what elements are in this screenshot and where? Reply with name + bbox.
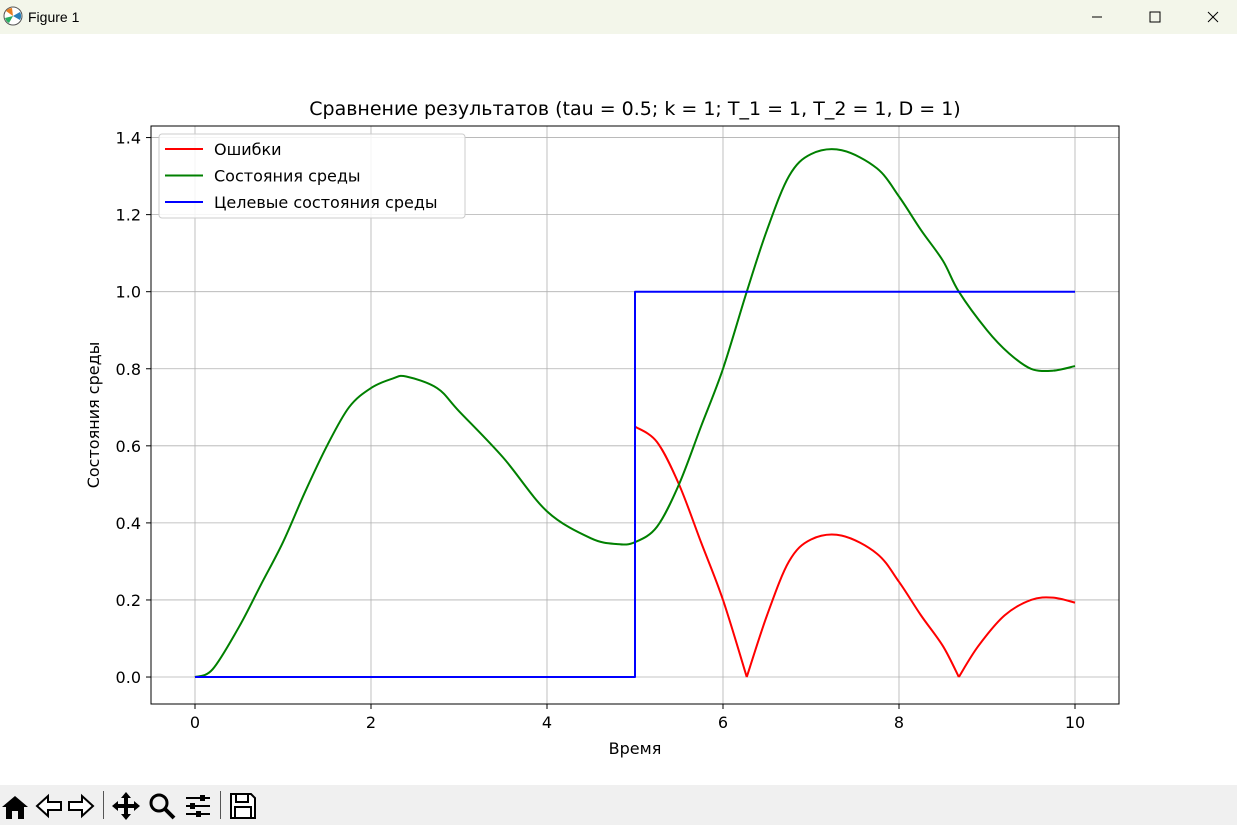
x-tick-label: 2 bbox=[366, 713, 376, 732]
y-tick-label: 1.4 bbox=[116, 129, 141, 148]
chart-title: Сравнение результатов (tau = 0.5; k = 1;… bbox=[309, 98, 960, 120]
back-arrow-icon[interactable] bbox=[34, 791, 64, 821]
series-layer bbox=[194, 148, 1076, 679]
legend: Ошибки Состояния среды Целевые состояния с… bbox=[158, 133, 466, 219]
x-tick-label: 10 bbox=[1065, 713, 1085, 732]
x-tick-label: 4 bbox=[542, 713, 552, 732]
figure-canvas[interactable]: 0 2 4 6 8 10 0.0 0.2 0.4 0.6 0.8 1.0 1.2 1.4 Сравнени… bbox=[0, 34, 1237, 785]
series-line-1 bbox=[634, 425, 1076, 678]
x-tick-label: 0 bbox=[190, 713, 200, 732]
y-tick-label: 0.0 bbox=[116, 668, 141, 687]
matplotlib-icon bbox=[3, 6, 23, 26]
y-tick-label: 1.0 bbox=[116, 283, 141, 302]
maximize-button[interactable] bbox=[1126, 0, 1184, 34]
legend-box bbox=[158, 133, 466, 219]
minimize-button[interactable] bbox=[1068, 0, 1126, 34]
window-titlebar: Figure 1 bbox=[0, 0, 1237, 34]
pan-move-icon[interactable] bbox=[111, 791, 141, 821]
series-line-2 bbox=[194, 148, 1076, 678]
save-floppy-icon[interactable] bbox=[228, 791, 258, 821]
series-line-3 bbox=[195, 290, 1075, 679]
y-tick-label: 0.6 bbox=[116, 437, 141, 456]
legend-label: Ошибки bbox=[214, 140, 282, 159]
toolbar-separator bbox=[103, 791, 104, 819]
toolbar-separator bbox=[220, 791, 221, 819]
configure-subplots-icon[interactable] bbox=[183, 791, 213, 821]
home-icon[interactable] bbox=[0, 791, 30, 821]
minimize-icon bbox=[1092, 16, 1102, 18]
legend-label: Целевые состояния среды bbox=[214, 193, 438, 212]
y-tick-label: 0.4 bbox=[116, 514, 141, 533]
forward-arrow-icon[interactable] bbox=[66, 791, 96, 821]
close-icon bbox=[1207, 11, 1219, 23]
legend-label: Состояния среды bbox=[214, 167, 361, 186]
navigation-toolbar bbox=[0, 785, 1237, 825]
window-title: Figure 1 bbox=[28, 9, 80, 25]
x-tick-label: 6 bbox=[718, 713, 728, 732]
close-button[interactable] bbox=[1184, 0, 1237, 34]
zoom-magnifier-icon[interactable] bbox=[147, 791, 177, 821]
maximize-icon bbox=[1149, 11, 1161, 23]
ticks-layer: 0 2 4 6 8 10 0.0 0.2 0.4 0.6 0.8 1.0 1.2 1.4 bbox=[116, 129, 1086, 732]
y-tick-label: 0.8 bbox=[116, 360, 141, 379]
line-chart: 0 2 4 6 8 10 0.0 0.2 0.4 0.6 0.8 1.0 1.2 1.4 Сравнени… bbox=[84, 98, 1120, 758]
x-axis-label: Время bbox=[609, 739, 662, 758]
y-tick-label: 0.2 bbox=[116, 591, 141, 610]
axes-frame bbox=[150, 125, 1120, 705]
y-tick-label: 1.2 bbox=[116, 206, 141, 225]
x-tick-label: 8 bbox=[894, 713, 904, 732]
y-axis-label: Состояния среды bbox=[84, 342, 103, 489]
